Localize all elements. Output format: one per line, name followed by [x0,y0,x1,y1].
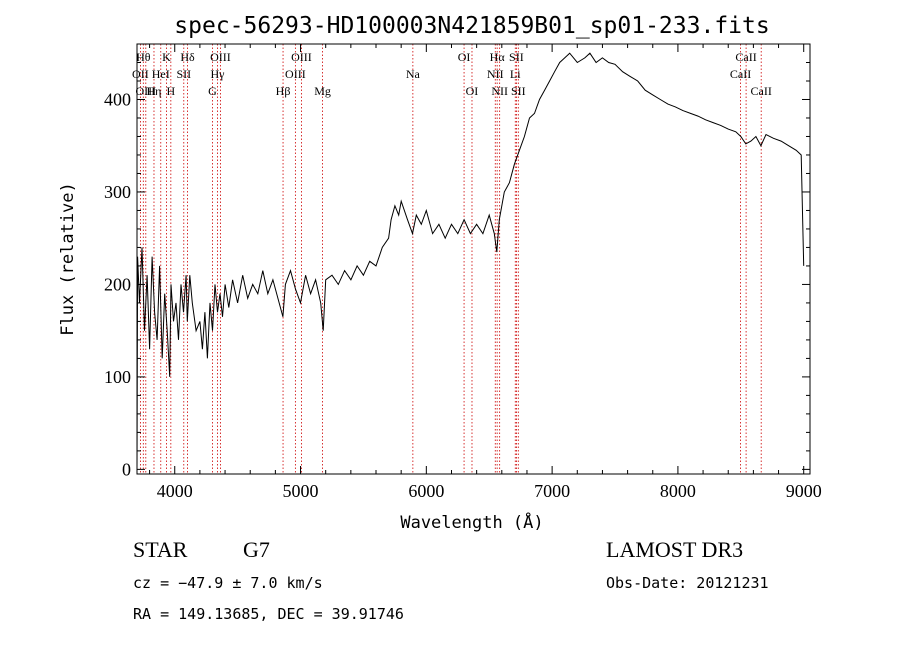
line-marker-label: Li [510,67,521,81]
line-marker-label: SII [511,84,526,98]
line-marker-label: Mg [314,84,331,98]
line-marker-label: Na [406,67,421,81]
line-marker-label: OI [466,84,479,98]
subclass: G7 [243,537,270,562]
x-tick-label: 4000 [157,481,193,501]
coordinates: RA = 149.13685, DEC = 39.91746 [133,605,404,623]
plot-frame [136,43,811,475]
x-axis-ticks: 4000 5000 6000 7000 8000 9000 [149,44,822,501]
survey-name: LAMOST DR3 [606,537,743,562]
spectrum-series-line [136,52,805,470]
line-marker-label: NII [491,84,508,98]
line-marker-label: K [162,50,171,64]
line-marker-label: CaII [735,50,756,64]
line-marker-label: OII [132,67,149,81]
line-marker-label: OIII [291,50,312,64]
obs-date: Obs-Date: 20121231 [606,574,769,592]
line-markers [139,44,762,474]
y-tick-label: 200 [104,274,131,294]
line-marker-label: H [167,84,176,98]
line-marker-label: Hγ [211,67,226,81]
x-tick-label: 7000 [534,481,570,501]
y-tick-label: 100 [104,367,131,387]
redshift-readout: cz = −47.9 ± 7.0 km/s [133,574,323,592]
line-marker-label: CaII [730,67,751,81]
line-marker-label: CaII [751,84,772,98]
object-class: STAR [133,537,188,562]
line-marker-label: OIII [135,84,156,98]
x-axis-label: Wavelength (Å) [400,511,543,533]
line-marker-label: SII [176,67,191,81]
line-marker-label: NII [487,67,504,81]
x-tick-label: 5000 [283,481,319,501]
y-tick-label: 400 [104,89,131,109]
line-marker-label: Hθ [136,50,151,64]
line-marker-label: Hα [490,50,506,64]
line-marker-label: OIII [285,67,306,81]
chart-title: spec-56293-HD100003N421859B01_sp01-233.f… [174,13,769,39]
line-marker-label: SII [509,50,524,64]
y-axis-ticks: 0 100 200 300 400 [104,61,810,479]
y-axis-label: Flux (relative) [58,182,78,336]
line-marker-label: G [208,84,217,98]
line-marker-label: OIII [210,50,231,64]
x-tick-label: 9000 [786,481,822,501]
line-marker-label: Hβ [276,84,291,98]
line-marker-label: Hδ [180,50,195,64]
line-marker-labels: OIIHθOIIIHηHeIKHSIIHδGHγOIIIHβOIIIOIIIMg… [132,50,772,98]
line-marker-label: Hη [147,84,162,98]
y-tick-label: 0 [122,459,131,479]
line-marker-label: HeI [152,67,170,81]
x-tick-label: 8000 [660,481,696,501]
line-marker-label: OI [458,50,471,64]
x-tick-label: 6000 [408,481,444,501]
y-tick-label: 300 [104,182,131,202]
